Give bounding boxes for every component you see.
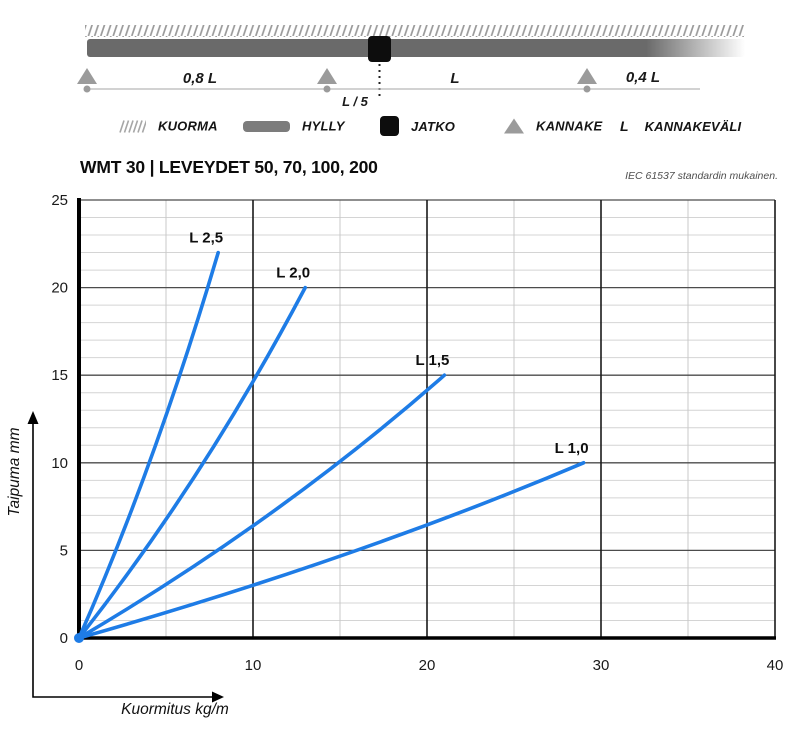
y-tick-25: 25 — [51, 192, 68, 209]
legend-item-hylly: HYLLY — [243, 119, 345, 134]
origin-point — [74, 633, 84, 643]
legend-label-kannakevali: KANNAKEVÄLI — [644, 118, 742, 134]
series-line-L 2,0 — [77, 285, 307, 640]
y-tick-20: 20 — [51, 280, 68, 297]
series-label-L 2,0: L 2,0 — [276, 265, 310, 282]
y-axis-title: Taipuma mm — [6, 427, 23, 516]
shelf-beam — [87, 39, 745, 57]
dimension-dot-3 — [583, 85, 591, 93]
support-icon — [504, 118, 524, 134]
legend-item-kannakevali: L KANNAKEVÄLI — [620, 118, 741, 134]
legend-item-jatko: JATKO — [380, 116, 455, 136]
legend-label-kuorma: KUORMA — [158, 118, 218, 134]
load-hatch-icon — [119, 119, 146, 133]
x-tick-30: 30 — [593, 657, 610, 674]
y-tick-15: 15 — [51, 367, 68, 384]
standard-note: IEC 61537 standardin mukainen. — [625, 170, 778, 182]
series-line-L 1,0 — [77, 461, 586, 640]
legend-label-hylly: HYLLY — [302, 118, 345, 134]
series-label-L 1,0: L 1,0 — [555, 440, 589, 457]
y-tick-10: 10 — [51, 455, 68, 472]
dimension-dot-1 — [83, 85, 91, 93]
x-arrowhead — [212, 691, 224, 703]
y-arrowhead — [27, 411, 39, 424]
support-triangle-3 — [577, 68, 597, 84]
span-label-mid: L — [450, 70, 459, 87]
y-tick-5: 5 — [60, 542, 68, 559]
x-tick-0: 0 — [75, 657, 83, 674]
span-label-left: 0,8 L — [183, 70, 217, 87]
support-triangle-1 — [77, 68, 97, 84]
y-tick-0: 0 — [60, 630, 68, 647]
x-tick-40: 40 — [767, 657, 784, 674]
legend: KUORMA HYLLY JATKO KANNAKE L KANNAKEVÄLI — [0, 112, 800, 140]
x-axis-title: Kuormitus kg/m — [121, 701, 229, 718]
joint-icon — [380, 116, 399, 136]
shelf-icon — [243, 120, 290, 132]
legend-item-kannake: KANNAKE — [504, 118, 603, 134]
series-label-L 2,5: L 2,5 — [189, 230, 223, 247]
legend-item-kuorma: KUORMA — [118, 119, 218, 134]
series-label-L 1,5: L 1,5 — [415, 352, 449, 369]
span-length-symbol: L — [620, 118, 629, 134]
joint-marker — [368, 36, 391, 62]
legend-label-kannake: KANNAKE — [536, 118, 603, 134]
dimension-dot-2 — [323, 85, 331, 93]
beam-schematic: 0,8 L L 0,4 L L / 5 — [77, 25, 745, 109]
page-title: WMT 30 | LEVEYDET 50, 70, 100, 200 — [80, 157, 378, 177]
support-triangle-2 — [317, 68, 337, 84]
legend-label-jatko: JATKO — [411, 118, 456, 134]
deflection-chart: L 2,5 L 2,0 L 1,5 L 1,0 0 5 10 15 20 25 0 10 20 30 40 T… — [6, 192, 784, 718]
span-label-right: 0,4 L — [626, 69, 660, 86]
x-tick-10: 10 — [245, 657, 262, 674]
series-line-L 2,5 — [77, 250, 220, 640]
joint-offset-label: L / 5 — [342, 94, 369, 109]
x-tick-20: 20 — [419, 657, 436, 674]
load-hatch — [85, 25, 745, 37]
series-line-L 1,5 — [77, 373, 447, 640]
axis-arrows — [32, 420, 215, 698]
